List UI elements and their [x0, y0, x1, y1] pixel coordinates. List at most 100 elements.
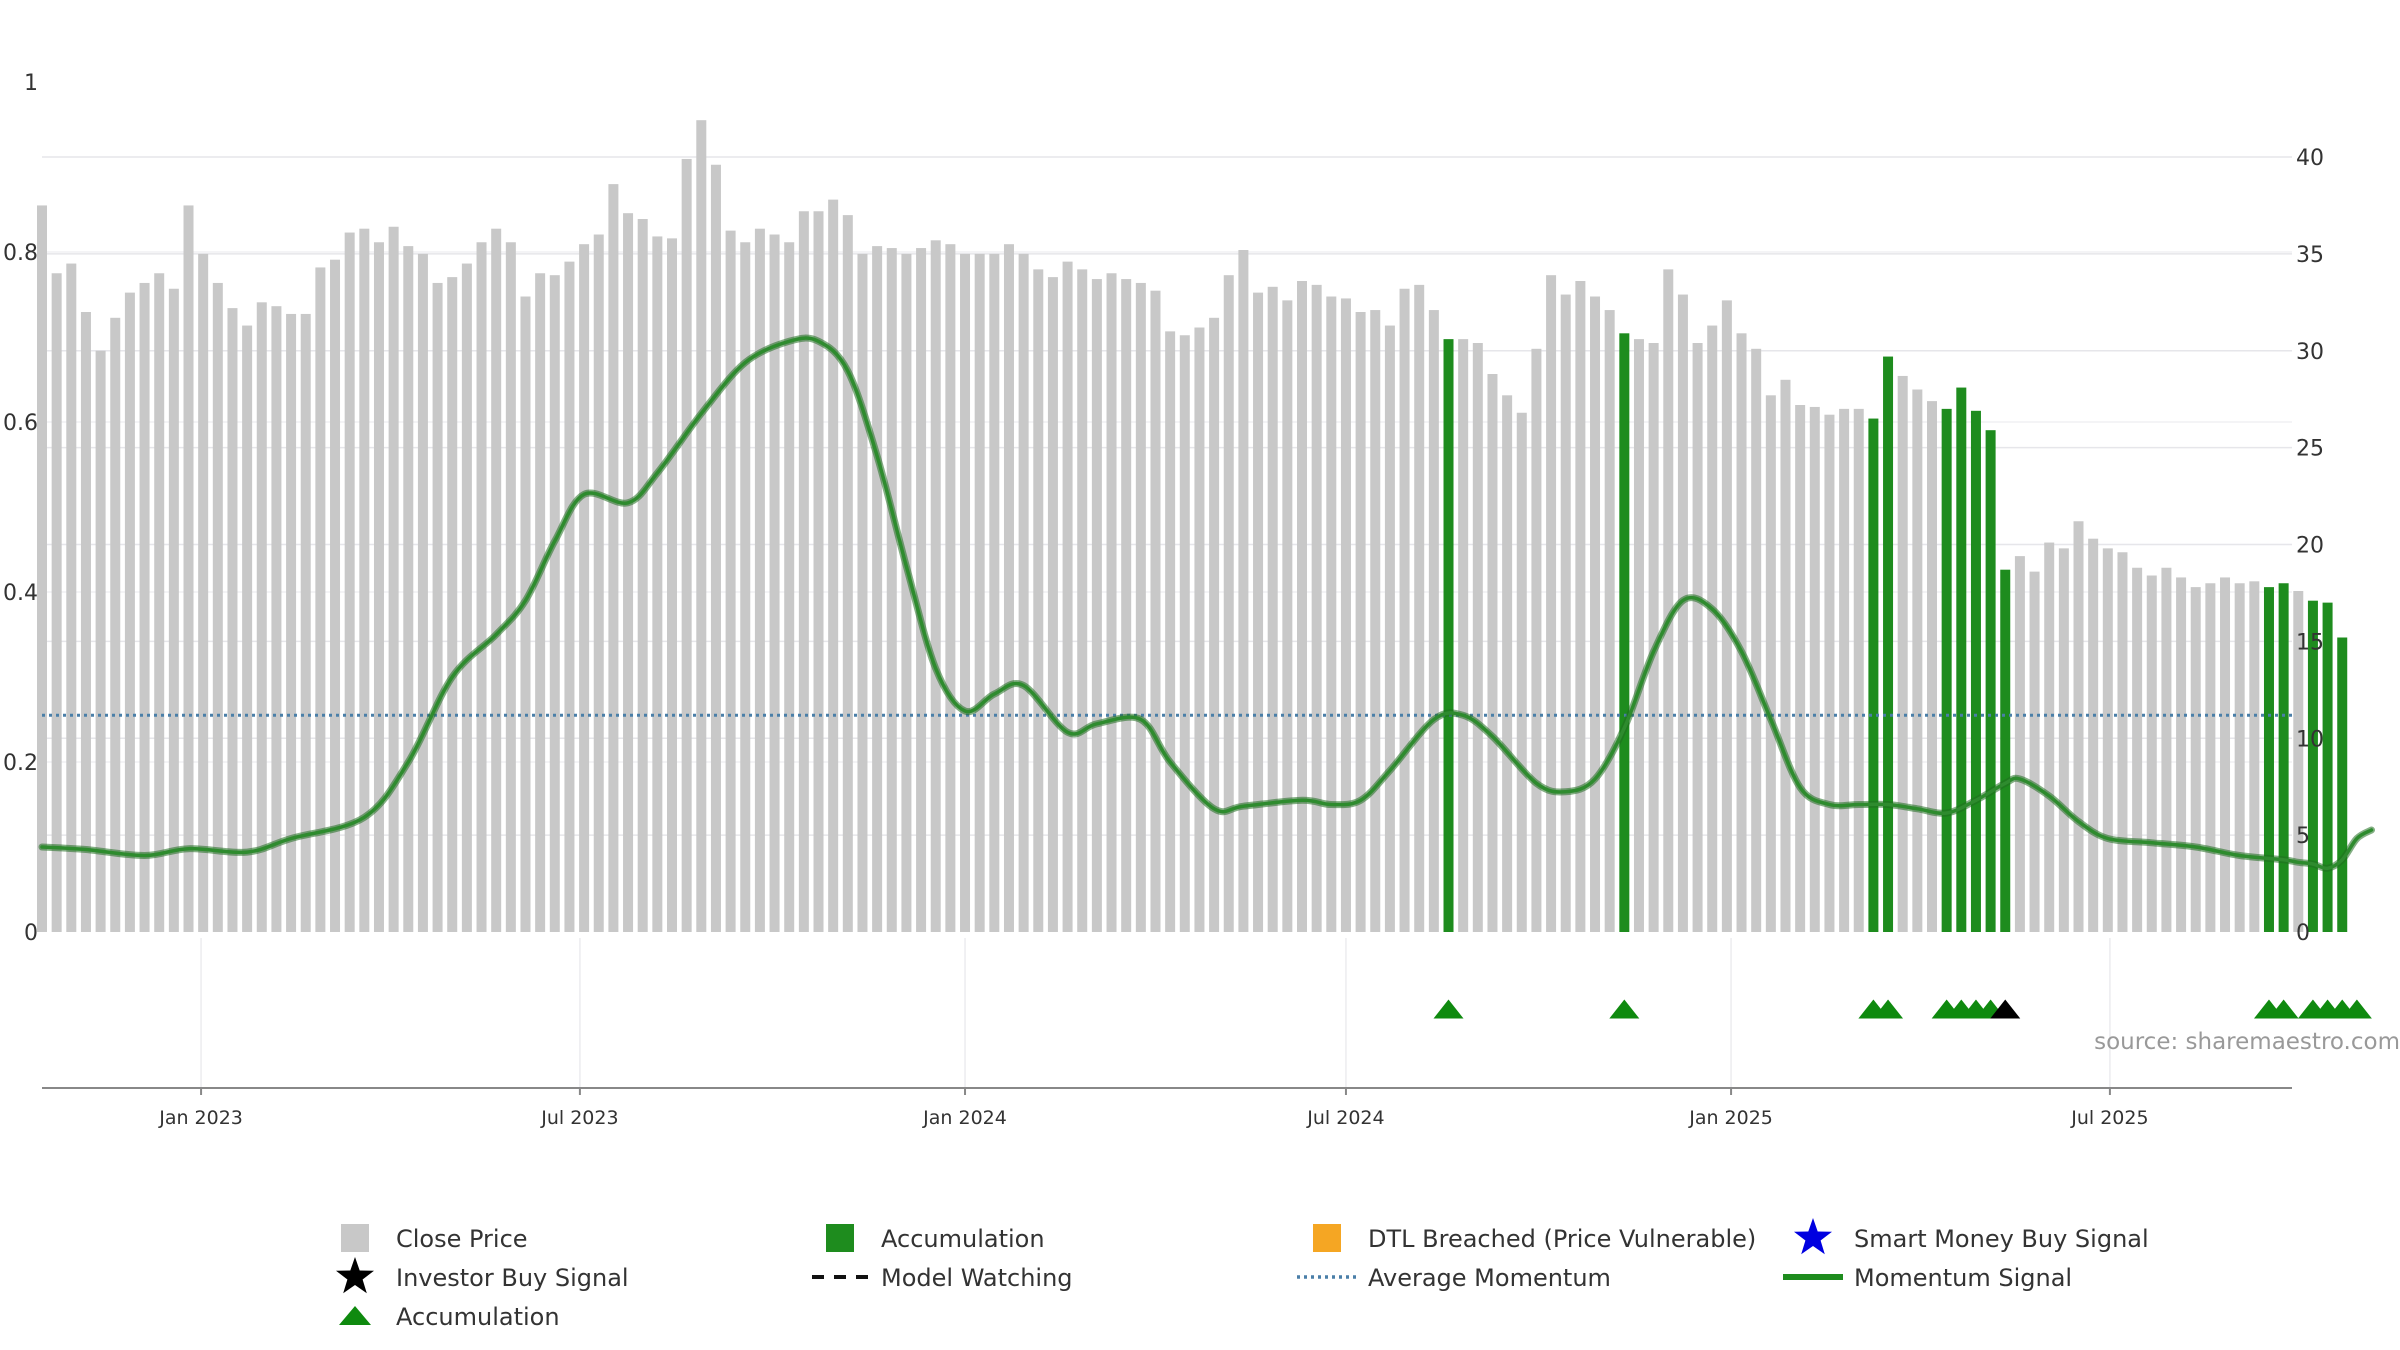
close-price-bar [1003, 244, 1014, 932]
close-price-bar [198, 253, 209, 932]
legend-label: Close Price [396, 1225, 528, 1253]
close-price-bar [1135, 282, 1146, 932]
close-price-bar [1707, 325, 1718, 932]
close-price-bar [2161, 567, 2172, 932]
signal-markers [1433, 999, 2372, 1019]
accumulation-bar [1868, 418, 1879, 932]
left-axis-tick-label: 0.2 [3, 751, 38, 776]
close-price-bar [51, 273, 62, 932]
accumulation-bar [1443, 339, 1454, 932]
close-price-bar [974, 253, 985, 932]
close-price-bar [2234, 583, 2245, 932]
close-price-bar [1340, 298, 1351, 932]
left-axis-tick-label: 0.8 [3, 241, 38, 266]
legend-item-dtl: DTL Breached (Price Vulnerable) [1313, 1224, 1756, 1253]
close-price-bar [1502, 395, 1513, 932]
close-price-bar [373, 242, 384, 932]
close-price-bar [227, 308, 238, 932]
close-price-bar [1677, 294, 1688, 932]
close-price-bar [769, 234, 780, 932]
close-price-bar [447, 277, 458, 932]
accumulation-bar [1985, 430, 1996, 932]
close-price-bar [1179, 335, 1190, 932]
legend-label: Average Momentum [1368, 1264, 1611, 1292]
close-price-bar [1077, 269, 1088, 932]
legend-label: Investor Buy Signal [396, 1264, 629, 1292]
x-axis-tick-label: Jan 2025 [1688, 1107, 1773, 1129]
close-price-bar [476, 242, 487, 932]
left-axis-tick-label: 1 [24, 71, 38, 96]
close-price-bar [2190, 587, 2201, 932]
accumulation-marker [1873, 999, 1904, 1019]
close-price-bar [1692, 343, 1703, 932]
accumulation-bar [1941, 408, 1952, 932]
close-price-bar [1721, 300, 1732, 932]
close-price-bar [1253, 292, 1264, 932]
legend-label: Accumulation [396, 1303, 560, 1331]
accumulation-marker [2341, 999, 2372, 1019]
close-price-bar [1487, 374, 1498, 932]
close-price-bar [1370, 310, 1381, 932]
legend-item-average-momentum: Average Momentum [1297, 1264, 1611, 1292]
close-price-bar [1018, 253, 1029, 932]
close-price-bar [212, 282, 223, 932]
right-axis-tick-label: 20 [2296, 534, 2324, 559]
close-price-bar [1121, 279, 1132, 932]
close-price-bar [1150, 290, 1161, 932]
close-price-bar [154, 273, 165, 932]
close-price-bar [66, 263, 77, 932]
close-price-bar [1472, 343, 1483, 932]
close-price-bar [1604, 310, 1615, 932]
legend-label: Momentum Signal [1854, 1264, 2072, 1292]
close-price-bar [930, 240, 941, 932]
close-price-bar [505, 242, 516, 932]
close-price-bar [1399, 288, 1410, 932]
x-axis-tick-label: Jul 2024 [1306, 1107, 1384, 1129]
close-price-bar [168, 288, 179, 932]
close-price-bar [2044, 542, 2055, 932]
right-axis-tick-label: 0 [2296, 921, 2310, 946]
close-price-bar [608, 184, 619, 932]
close-price-bar [359, 228, 370, 932]
legend-item-accumulation-bar: Accumulation [826, 1224, 1045, 1253]
close-price-bar [2014, 556, 2025, 932]
close-price-bar [110, 317, 121, 932]
close-price-bar [1384, 325, 1395, 932]
accumulation-bar [1970, 410, 1981, 932]
left-axis-tick-label: 0 [24, 921, 38, 946]
close-price-bar [1458, 339, 1469, 932]
legend-label: DTL Breached (Price Vulnerable) [1368, 1225, 1756, 1253]
close-price-bar [1194, 327, 1205, 932]
close-price-bar [95, 350, 106, 932]
legend-item-investor-buy: Investor Buy Signal [336, 1257, 629, 1294]
close-price-bar [1355, 312, 1366, 932]
close-price-bar [989, 253, 1000, 932]
close-price-bar [1209, 317, 1220, 932]
close-price-bar [842, 215, 853, 932]
accumulation-bar [2307, 600, 2318, 932]
close-price-bar [2088, 538, 2099, 932]
close-price-bar [403, 246, 414, 932]
legend-item-accumulation-marker: Accumulation [339, 1303, 560, 1331]
right-axis-tick-label: 25 [2296, 437, 2324, 462]
close-price-bar [901, 253, 912, 932]
close-price-bar [2249, 581, 2260, 932]
close-price-bar [1633, 339, 1644, 932]
close-price-bar [1751, 348, 1762, 932]
momentum-signal-line [40, 336, 2374, 871]
close-price-bar [461, 263, 472, 932]
close-price-bar [2117, 552, 2128, 932]
close-price-bar [491, 228, 502, 932]
close-price-bar [549, 275, 560, 932]
close-price-bar [1912, 389, 1923, 932]
close-price-bar [2058, 548, 2069, 932]
source-label: source: sharemaestro.com [2094, 1029, 2400, 1055]
close-price-bar [242, 325, 253, 932]
close-price-bar [1223, 275, 1234, 932]
close-price-bar [1853, 408, 1864, 932]
legend: Close Price Accumulation DTL Breached (Pri… [336, 1218, 2149, 1331]
close-price-bar [579, 244, 590, 932]
close-price-bar [1560, 294, 1571, 932]
close-price-bar [1297, 281, 1307, 932]
legend-item-close-price: Close Price [341, 1224, 528, 1253]
